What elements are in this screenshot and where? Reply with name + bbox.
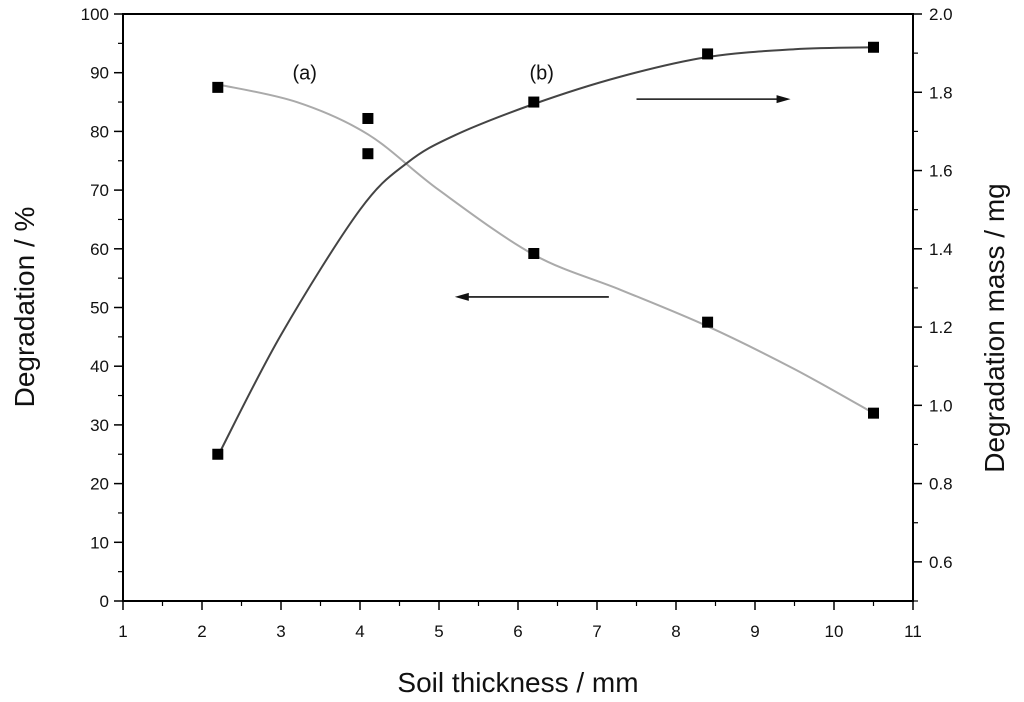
right-y-axis-title: Degradation mass / mg [979, 183, 1010, 472]
data-point-series-a [702, 316, 714, 328]
data-point-series-a [362, 148, 374, 160]
data-point-series-a [212, 81, 224, 93]
fit-curves [216, 46, 874, 457]
x-tick-label: 5 [434, 622, 443, 641]
fit-curve-series-b [216, 46, 874, 457]
arrow-head-icon [776, 95, 791, 104]
series-label-b: (b) [529, 63, 553, 85]
x-tick-label: 6 [513, 622, 522, 641]
right-y-axis-ticks: 0.6 0.8 1.0 1.2 1.4 1.6 1.8 2.0 [913, 5, 953, 602]
data-point-series-b [702, 48, 714, 60]
x-axis-title: Soil thickness / mm [397, 667, 638, 698]
x-tick-label: 8 [671, 622, 680, 641]
axis-arrows [454, 95, 791, 301]
left-y-tick-label: 100 [81, 5, 109, 24]
x-tick-label: 3 [276, 622, 285, 641]
data-points [212, 41, 879, 460]
right-y-tick-label: 0.8 [929, 475, 953, 494]
data-point-series-b [868, 41, 879, 53]
data-point-series-a [868, 407, 879, 419]
right-y-tick-label: 1.2 [929, 318, 953, 337]
data-point-series-b [212, 448, 224, 460]
left-y-tick-label: 0 [100, 592, 109, 611]
x-tick-label: 9 [750, 622, 759, 641]
left-y-tick-label: 30 [90, 416, 109, 435]
right-y-tick-label: 1.4 [929, 240, 953, 259]
left-y-tick-label: 10 [90, 533, 109, 552]
right-y-tick-label: 1.8 [929, 83, 953, 102]
x-tick-label: 7 [592, 622, 601, 641]
fit-curve-series-a [217, 83, 874, 415]
left-y-axis-title: Degradation / % [9, 207, 40, 408]
x-tick-label: 10 [825, 622, 844, 641]
data-point-series-a [362, 112, 374, 124]
left-y-tick-label: 60 [90, 240, 109, 259]
plot-area [122, 13, 914, 602]
series-annotations: (a) (b) [292, 63, 553, 85]
left-y-tick-label: 70 [90, 181, 109, 200]
left-y-tick-label: 20 [90, 475, 109, 494]
series-label-a: (a) [292, 63, 316, 85]
x-tick-label: 11 [904, 622, 922, 641]
right-y-tick-label: 2.0 [929, 5, 953, 24]
arrow-head-icon [454, 292, 469, 301]
data-point-series-b [528, 96, 540, 108]
left-y-tick-label: 80 [90, 122, 109, 141]
left-y-tick-label: 50 [90, 299, 109, 318]
left-y-tick-label: 90 [90, 64, 109, 83]
x-axis-ticks: 1 2 3 4 5 6 7 8 9 10 11 [118, 601, 922, 641]
left-y-axis-ticks: 0 10 20 30 40 50 60 70 80 90 100 [81, 5, 123, 611]
x-tick-label: 2 [197, 622, 206, 641]
right-y-tick-label: 1.6 [929, 162, 953, 181]
x-tick-label: 1 [118, 622, 127, 641]
x-tick-label: 4 [355, 622, 364, 641]
left-y-tick-label: 40 [90, 357, 109, 376]
data-point-series-a [528, 247, 540, 259]
right-y-tick-label: 1.0 [929, 396, 953, 415]
right-y-tick-label: 0.6 [929, 553, 953, 572]
